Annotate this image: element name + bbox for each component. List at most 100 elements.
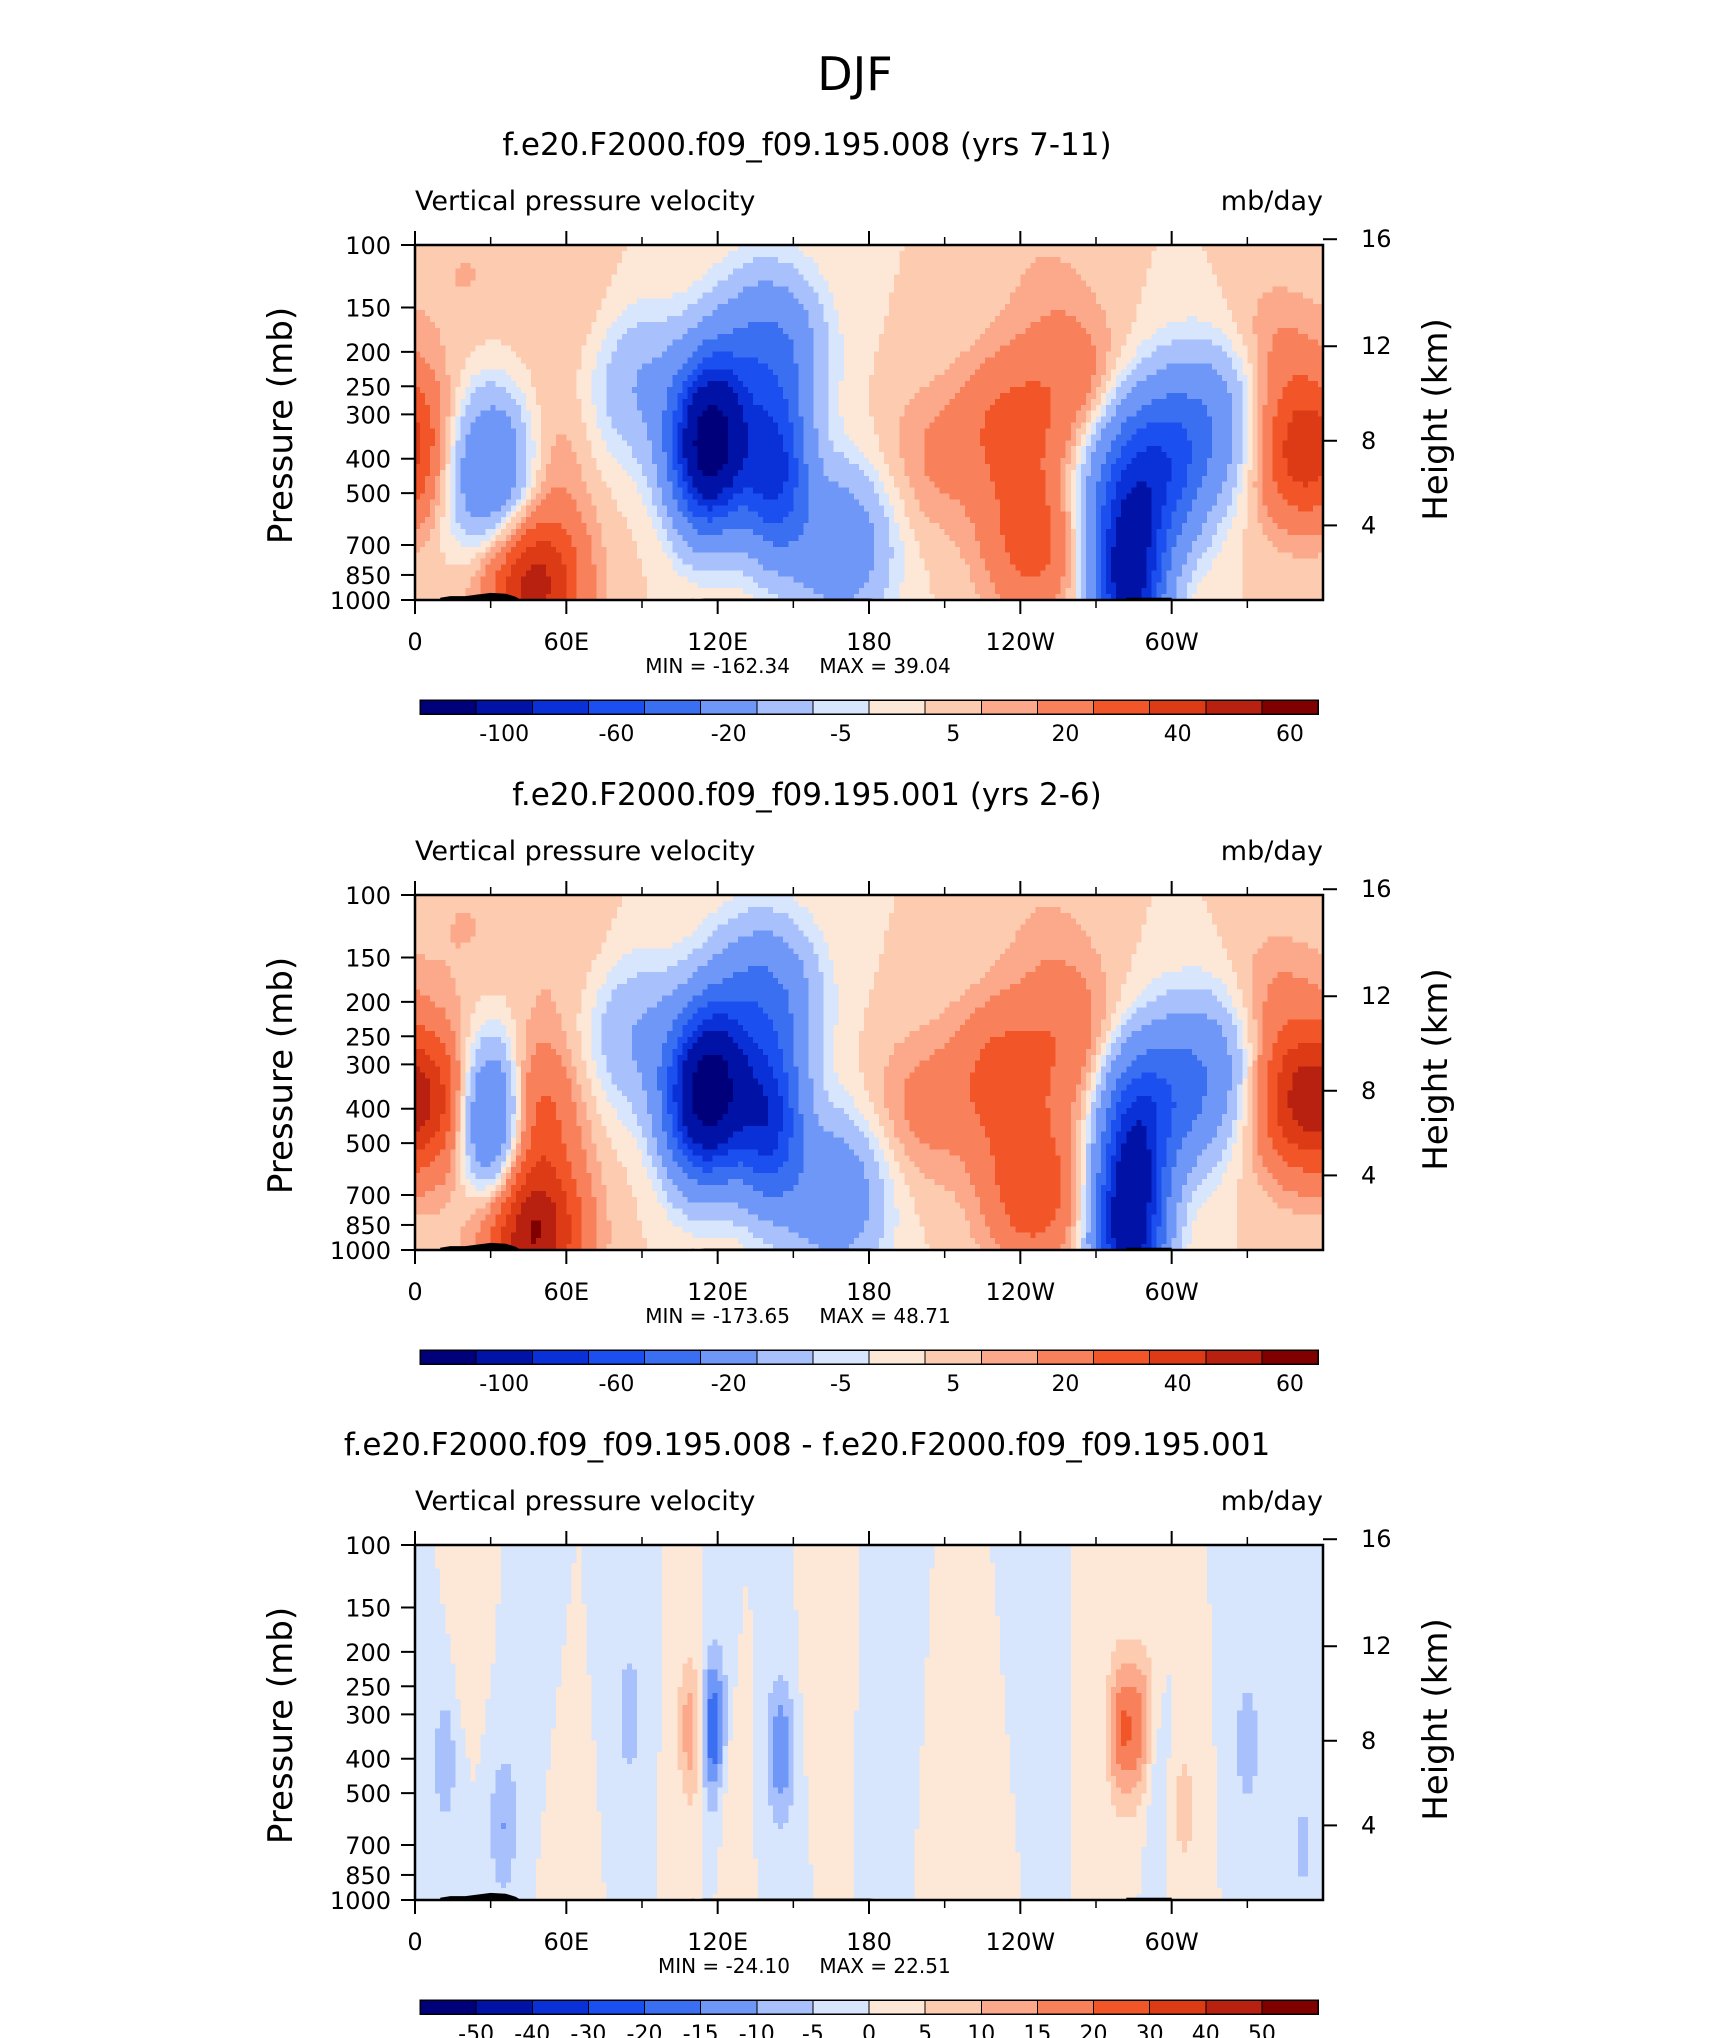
contour-cell [536, 352, 542, 359]
contour-cell [481, 369, 487, 376]
contour-cell [834, 322, 840, 329]
contour-cell [723, 298, 729, 305]
contour-cell [1126, 310, 1132, 317]
contour-cell [511, 304, 517, 311]
contour-cell [1061, 363, 1067, 370]
contour-cell [1076, 281, 1082, 288]
contour-cell [581, 357, 587, 364]
contour-cell [566, 298, 572, 305]
contour-cell [541, 334, 547, 341]
contour-cell [566, 310, 572, 317]
contour-cell [602, 281, 608, 288]
contour-cell [849, 281, 855, 288]
contour-cell [864, 369, 870, 376]
contour-cell [526, 292, 532, 299]
contour-cell [1237, 357, 1243, 364]
contour-cell [1278, 340, 1284, 347]
contour-cell [1046, 316, 1052, 323]
contour-cell [592, 328, 598, 335]
contour-cell [768, 257, 774, 264]
contour-cell [854, 316, 860, 323]
contour-cell [617, 298, 623, 305]
contour-cell [592, 316, 598, 323]
contour-cell [1056, 363, 1062, 370]
contour-cell [965, 298, 971, 305]
contour-cell [1081, 322, 1087, 329]
contour-cell [627, 346, 633, 353]
contour-cell [1207, 328, 1213, 335]
contour-cell [894, 298, 900, 305]
contour-cell [748, 322, 754, 329]
contour-cell [975, 369, 981, 376]
contour-cell [708, 328, 714, 335]
contour-cell [677, 298, 683, 305]
contour-cell [1242, 257, 1248, 264]
contour-cell [1015, 304, 1021, 311]
contour-cell [738, 375, 744, 382]
contour-cell [1146, 316, 1152, 323]
contour-cell [874, 352, 880, 359]
contour-cell [491, 316, 497, 323]
contour-cell [455, 286, 461, 293]
contour-cell [692, 363, 698, 370]
contour-cell [1207, 363, 1213, 370]
contour-cell [753, 269, 759, 276]
contour-cell [1182, 328, 1188, 335]
contour-cell [546, 334, 552, 341]
contour-cell [1091, 310, 1097, 317]
contour-cell [864, 292, 870, 299]
contour-cell [1298, 298, 1304, 305]
contour-cell [622, 369, 628, 376]
contour-cell [652, 292, 658, 299]
contour-cell [768, 316, 774, 323]
contour-cell [1116, 328, 1122, 335]
contour-cell [703, 292, 709, 299]
contour-cell [753, 251, 759, 258]
contour-cell [430, 263, 436, 270]
contour-cell [783, 369, 789, 376]
contour-cell [808, 304, 814, 311]
contour-cell [783, 316, 789, 323]
contour-cell [1257, 340, 1263, 347]
contour-cell [420, 316, 426, 323]
contour-cell [899, 251, 905, 258]
contour-cell [1020, 363, 1026, 370]
contour-cell [1197, 257, 1203, 264]
contour-cell [1222, 310, 1228, 317]
contour-cell [491, 304, 497, 311]
contour-cell [1262, 310, 1268, 317]
contour-cell [849, 363, 855, 370]
contour-cell [450, 334, 456, 341]
contour-cell [1197, 275, 1203, 282]
contour-cell [486, 316, 492, 323]
contour-cell [642, 286, 648, 293]
contour-cell [571, 328, 577, 335]
contour-cell [945, 310, 951, 317]
contour-cell [753, 369, 759, 376]
contour-cell [904, 269, 910, 276]
contour-cell [1096, 334, 1102, 341]
contour-cell [1222, 334, 1228, 341]
contour-cell [687, 322, 693, 329]
contour-cell [945, 257, 951, 264]
contour-cell [1177, 363, 1183, 370]
contour-cell [839, 292, 845, 299]
contour-cell [738, 340, 744, 347]
contour-cell [904, 257, 910, 264]
contour-cell [657, 263, 663, 270]
contour-cell [733, 334, 739, 341]
contour-cell [884, 310, 890, 317]
contour-cell [743, 304, 749, 311]
contour-cell [531, 340, 537, 347]
contour-cell [703, 304, 709, 311]
contour-cell [425, 322, 431, 329]
contour-cell [1151, 322, 1157, 329]
contour-cell [1121, 298, 1127, 305]
contour-cell [919, 322, 925, 329]
contour-cell [687, 346, 693, 353]
contour-cell [955, 251, 961, 258]
contour-cell [677, 263, 683, 270]
contour-cell [511, 340, 517, 347]
contour-cell [1141, 352, 1147, 359]
contour-cell [541, 251, 547, 258]
